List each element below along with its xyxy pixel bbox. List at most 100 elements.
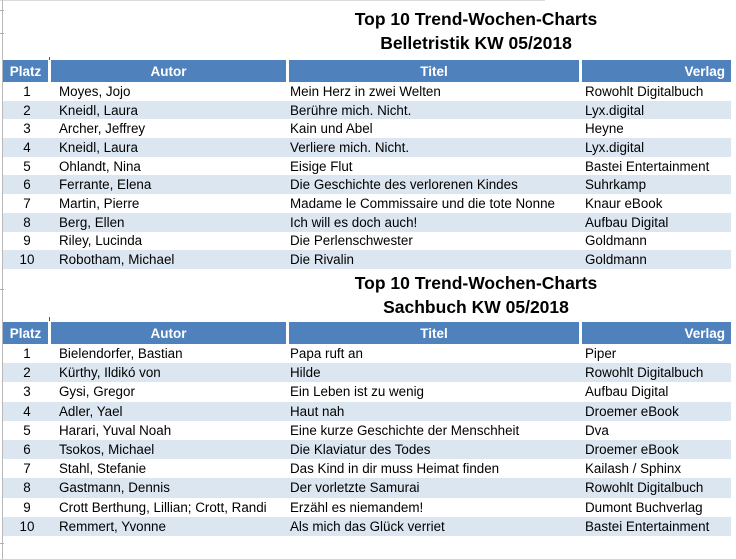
- cell-verlag: Droemer eBook: [585, 442, 679, 458]
- cell-verlag: Lyx.digital: [585, 139, 645, 155]
- header-divider: [48, 322, 51, 344]
- cell-verlag: Suhrkamp: [585, 177, 647, 193]
- cell-titel: Berühre mich. Nicht.: [290, 102, 412, 118]
- table-row: 6 Ferrante, Elena Die Geschichte des ver…: [3, 175, 731, 195]
- cell-titel: Die Geschichte des verlorenen Kindes: [290, 177, 518, 193]
- column-header-platz: Platz: [3, 322, 48, 344]
- cell-autor: Ferrante, Elena: [59, 177, 152, 193]
- table-row: 5 Ohlandt, Nina Eisige Flut Bastei Enter…: [3, 156, 731, 176]
- cell-autor: Ohlandt, Nina: [59, 158, 141, 174]
- chart-title-line1: Top 10 Trend-Wochen-Charts: [354, 9, 598, 29]
- cell-autor: Harari, Yuval Noah: [59, 422, 172, 438]
- cell-platz: 9: [23, 499, 31, 515]
- header-divider: [579, 322, 582, 344]
- table-row: 6 Tsokos, Michael Die Klaviatur des Tode…: [3, 439, 731, 460]
- cell-titel: Ich will es doch auch!: [290, 214, 418, 230]
- column-header-autor: Autor: [51, 322, 286, 344]
- gridline-left: [2, 0, 3, 559]
- cell-titel: Erzähl es niemandem!: [290, 499, 424, 515]
- cell-titel: Kain und Abel: [290, 121, 373, 137]
- cell-verlag: Goldmann: [585, 233, 647, 249]
- cell-verlag: Rowohlt Digitalbuch: [585, 480, 704, 496]
- cell-autor: Moyes, Jojo: [59, 83, 131, 99]
- table-row: 7 Stahl, Stefanie Das Kind in dir muss H…: [3, 459, 731, 479]
- table-row: 1 Bielendorfer, Bastian Papa ruft an Pip…: [3, 344, 731, 364]
- cell-titel: Eine kurze Geschichte der Menschheit: [290, 422, 520, 438]
- cell-platz: 7: [23, 461, 31, 477]
- cell-verlag: Knaur eBook: [585, 195, 663, 211]
- cell-verlag: Dva: [585, 422, 609, 438]
- gridline-top: [0, 0, 545, 1]
- cell-platz: 4: [23, 139, 31, 155]
- cell-titel: Die Perlenschwester: [290, 233, 413, 249]
- table-row: 2 Kneidl, Laura Berühre mich. Nicht. Lyx…: [3, 100, 731, 120]
- cell-autor: Kneidl, Laura: [59, 102, 138, 118]
- cell-verlag: Bastei Entertainment: [585, 158, 710, 174]
- cell-titel: Als mich das Glück verriet: [290, 518, 445, 534]
- table-body: 1 Bielendorfer, Bastian Papa ruft an Pip…: [3, 344, 731, 536]
- table-row: 3 Archer, Jeffrey Kain und Abel Heyne: [3, 119, 731, 139]
- cell-titel: Verliere mich. Nicht.: [290, 139, 410, 155]
- table-row: 9 Riley, Lucinda Die Perlenschwester Gol…: [3, 231, 731, 251]
- cell-autor: Kneidl, Laura: [59, 139, 138, 155]
- cell-platz: 5: [23, 422, 31, 438]
- header-divider: [48, 60, 51, 82]
- cell-titel: Haut nah: [290, 403, 345, 419]
- cell-titel: Die Rivalin: [290, 252, 354, 268]
- cell-platz: 5: [23, 158, 31, 174]
- cell-autor: Stahl, Stefanie: [59, 461, 147, 477]
- grid-tick: [49, 57, 50, 61]
- cell-platz: 8: [23, 480, 31, 496]
- cell-platz: 6: [23, 442, 31, 458]
- header-divider: [579, 60, 582, 82]
- cell-autor: Gastmann, Dennis: [59, 480, 170, 496]
- column-header-titel: Titel: [289, 322, 579, 344]
- table-row: 4 Adler, Yael Haut nah Droemer eBook: [3, 401, 731, 421]
- cell-platz: 3: [23, 121, 31, 137]
- table-belletristik: Platz Autor Titel Verlag 1 Moyes, Jojo M…: [3, 60, 731, 269]
- gridline-stub: [0, 543, 4, 544]
- section-title-belletristik: Top 10 Trend-Wochen-Charts Belletristik …: [216, 7, 736, 55]
- table-row: 2 Kürthy, Ildikó von Hilde Rowohlt Digit…: [3, 363, 731, 383]
- table-row: 1 Moyes, Jojo Mein Herz in zwei Welten R…: [3, 82, 731, 101]
- cell-platz: 10: [19, 518, 35, 534]
- column-header-verlag: Verlag: [582, 322, 731, 344]
- cell-autor: Martin, Pierre: [59, 195, 140, 211]
- cell-verlag: Aufbau Digital: [585, 214, 669, 230]
- cell-titel: Das Kind in dir muss Heimat finden: [290, 461, 500, 477]
- header-divider: [286, 322, 289, 344]
- cell-autor: Archer, Jeffrey: [59, 121, 146, 137]
- cell-verlag: Lyx.digital: [585, 102, 645, 118]
- cell-titel: Der vorletzte Samurai: [290, 480, 420, 496]
- cell-autor: Kürthy, Ildikó von: [59, 365, 161, 381]
- cell-verlag: Rowohlt Digitalbuch: [585, 83, 704, 99]
- cell-verlag: Rowohlt Digitalbuch: [585, 365, 704, 381]
- cell-platz: 8: [23, 214, 31, 230]
- column-header-verlag: Verlag: [582, 60, 731, 82]
- table-header: Platz Autor Titel Verlag: [3, 60, 731, 82]
- cell-titel: Eisige Flut: [290, 158, 353, 174]
- header-divider: [286, 60, 289, 82]
- grid-tick: [49, 317, 50, 321]
- cell-titel: Mein Herz in zwei Welten: [290, 83, 441, 99]
- table-body: 1 Moyes, Jojo Mein Herz in zwei Welten R…: [3, 82, 731, 269]
- gridline-stub: [0, 33, 4, 34]
- section-title-sachbuch: Top 10 Trend-Wochen-Charts Sachbuch KW 0…: [216, 271, 736, 319]
- chart-title-line2: Sachbuch KW 05/2018: [383, 297, 569, 317]
- cell-verlag: Heyne: [585, 121, 624, 137]
- cell-verlag: Piper: [585, 346, 617, 362]
- cell-autor: Gysi, Gregor: [59, 384, 135, 400]
- table-row: 10 Remmert, Yvonne Als mich das Glück ve…: [3, 516, 731, 536]
- cell-platz: 9: [23, 233, 31, 249]
- table-row: 4 Kneidl, Laura Verliere mich. Nicht. Ly…: [3, 138, 731, 157]
- cell-autor: Berg, Ellen: [59, 214, 125, 230]
- cell-verlag: Bastei Entertainment: [585, 518, 710, 534]
- table-row: 8 Berg, Ellen Ich will es doch auch! Auf…: [3, 212, 731, 232]
- chart-title-line1: Top 10 Trend-Wochen-Charts: [354, 273, 598, 293]
- cell-autor: Tsokos, Michael: [59, 442, 155, 458]
- cell-titel: Hilde: [290, 365, 321, 381]
- table-row: 3 Gysi, Gregor Ein Leben ist zu wenig Au…: [3, 382, 731, 402]
- cell-autor: Bielendorfer, Bastian: [59, 346, 183, 362]
- cell-titel: Die Klaviatur des Todes: [290, 442, 431, 458]
